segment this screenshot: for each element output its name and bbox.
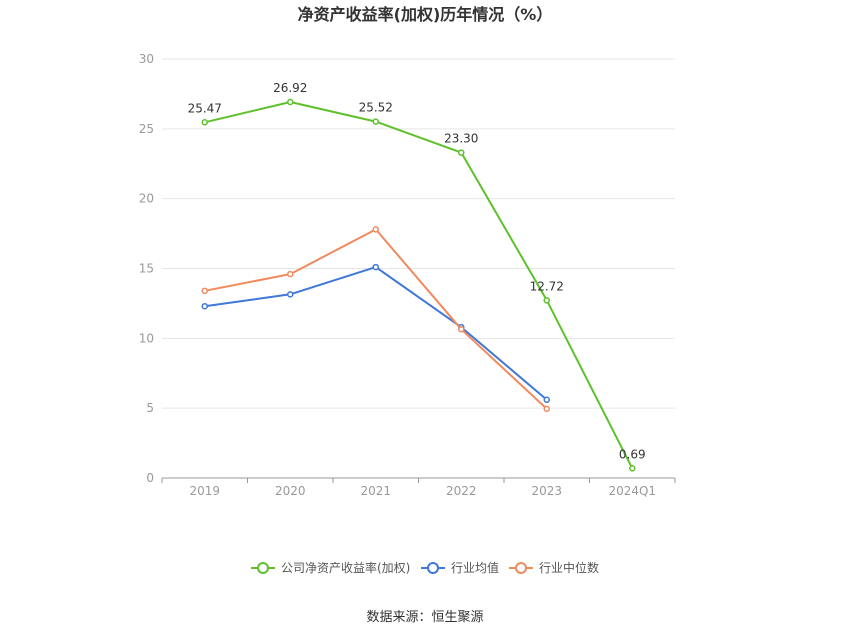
x-tick-label: 2023	[531, 484, 562, 498]
data-label: 25.47	[188, 101, 222, 115]
legend-label: 行业均值	[451, 560, 499, 575]
x-tick-label: 2021	[360, 484, 391, 498]
data-label: 26.92	[273, 81, 307, 95]
data-label: 25.52	[359, 101, 393, 115]
series-line	[204, 101, 634, 469]
x-tick-label: 2022	[446, 484, 477, 498]
legend-label: 行业中位数	[539, 560, 599, 575]
data-label: 0.69	[619, 447, 646, 461]
data-point	[629, 465, 636, 472]
y-tick-label: 25	[139, 122, 154, 136]
data-point	[458, 326, 465, 333]
data-point	[287, 98, 294, 106]
legend-marker	[257, 562, 269, 574]
legend-marker	[427, 562, 439, 574]
chart-title: 净资产收益率(加权)历年情况（%）	[298, 5, 553, 24]
x-tick-label: 2020	[275, 484, 306, 498]
data-point	[372, 226, 379, 233]
grid	[162, 58, 675, 409]
source-text: 数据来源：恒生聚源	[366, 610, 483, 625]
legend-item[interactable]: 行业均值	[421, 560, 499, 575]
data-label: 23.30	[444, 132, 478, 146]
legend-marker	[515, 562, 527, 574]
data-label: 12.72	[530, 279, 564, 293]
series-layer	[201, 98, 636, 472]
x-tick-label: 2024Q1	[608, 484, 656, 498]
data-point	[201, 302, 208, 310]
data-point	[201, 287, 208, 295]
y-tick-label: 5	[146, 401, 154, 415]
y-tick-label: 15	[139, 262, 154, 276]
series-line	[204, 266, 548, 401]
y-tick-label: 20	[139, 192, 154, 206]
axes: 0 5 10 15 20 25 30 2019 2020 2021 2022 2023 2024Q1	[139, 52, 676, 498]
y-tick-label: 10	[139, 331, 154, 345]
data-labels: 25.47 26.92 25.52 23.30 12.72 0.69	[188, 81, 646, 461]
legend[interactable]: 公司净资产收益率(加权) 行业均值 行业中位数	[251, 560, 599, 575]
data-point	[287, 270, 294, 278]
x-tick-label: 2019	[189, 484, 220, 498]
legend-item[interactable]: 公司净资产收益率(加权)	[251, 560, 410, 575]
y-tick-label: 0	[146, 471, 154, 485]
data-point	[287, 291, 294, 298]
data-point	[543, 396, 550, 404]
series-line	[204, 228, 548, 410]
data-point	[201, 119, 208, 126]
y-tick-label: 30	[139, 52, 154, 66]
legend-item[interactable]: 行业中位数	[509, 560, 599, 575]
data-point	[543, 297, 550, 304]
legend-label: 公司净资产收益率(加权)	[281, 560, 410, 575]
data-point	[372, 263, 379, 271]
data-point	[372, 118, 379, 125]
data-point	[458, 149, 465, 156]
data-point	[543, 405, 550, 413]
